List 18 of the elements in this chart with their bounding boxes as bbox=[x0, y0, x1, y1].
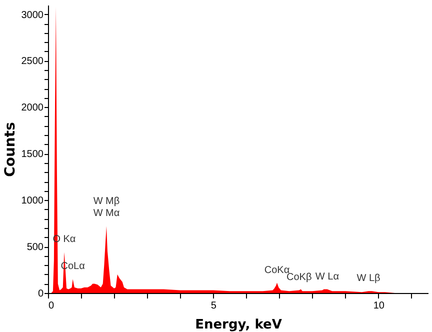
y-tick-label: 1000 bbox=[21, 196, 44, 207]
y-tick-label: 2500 bbox=[21, 56, 44, 68]
x-tick-label: 10 bbox=[373, 300, 385, 312]
x-tick-label: 5 bbox=[210, 300, 217, 312]
y-tick-label: 1500 bbox=[21, 149, 44, 160]
annotation: W Mα bbox=[93, 208, 120, 220]
annotation: CoKβ bbox=[286, 272, 312, 284]
y-axis-title: Counts bbox=[2, 122, 18, 177]
y-tick-label: 500 bbox=[26, 242, 44, 254]
y-tick-label: 2000 bbox=[21, 102, 44, 114]
x-axis-title: Energy, keV bbox=[195, 318, 282, 332]
annotation: O Kα bbox=[52, 234, 76, 246]
y-tick-label: 0 bbox=[38, 288, 44, 300]
annotation: W Lα bbox=[315, 271, 340, 282]
annotation: W Mβ bbox=[93, 196, 120, 208]
x-tick-label: 0 bbox=[48, 300, 54, 312]
y-tick-label: 3000 bbox=[21, 10, 44, 21]
annotation: W Lβ bbox=[356, 273, 381, 284]
